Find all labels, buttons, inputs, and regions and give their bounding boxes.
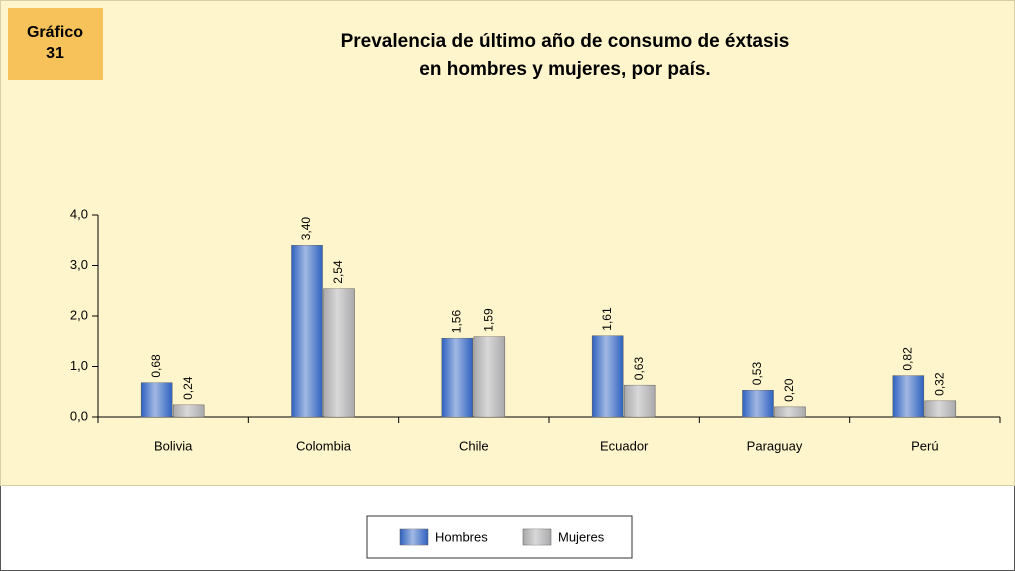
y-tick-label: 3,0 [70,257,88,272]
legend-label: Mujeres [558,529,605,544]
y-tick-label: 4,0 [70,206,88,221]
legend-swatch-highlight [400,529,428,545]
x-tick-label: Perú [911,438,938,453]
bar-highlight [441,338,473,417]
bar-highlight [742,390,774,417]
x-tick-label: Colombia [296,438,352,453]
x-tick-label: Ecuador [600,438,649,453]
y-tick-label: 0,0 [70,408,88,423]
x-tick-label: Paraguay [747,438,803,453]
data-label: 0,20 [782,378,796,402]
bar-highlight [774,406,806,417]
chart-title: Prevalencia de último año de consumo de … [341,31,790,52]
data-label: 0,82 [901,347,915,371]
legend-swatch-highlight [523,529,551,545]
x-tick-label: Bolivia [154,438,193,453]
data-label: 0,24 [181,376,195,400]
data-label: 1,56 [450,310,464,334]
badge-text: Gráfico [27,24,83,41]
data-label: 0,53 [750,362,764,386]
bar-highlight [291,245,323,417]
chart-title: en hombres y mujeres, por país. [419,59,710,80]
bar-highlight [624,385,656,417]
bar-highlight [173,404,205,417]
data-label: 1,61 [600,307,614,331]
x-tick-label: Chile [459,438,489,453]
data-label: 0,68 [149,354,163,378]
y-tick-label: 1,0 [70,358,88,373]
bar-highlight [892,375,924,417]
badge-text: 31 [46,45,64,62]
bar-highlight [473,336,505,417]
data-label: 3,40 [299,217,313,241]
bar-highlight [323,288,355,417]
bar-highlight [924,400,956,417]
bar-highlight [592,335,624,417]
badge-box [8,8,103,80]
data-label: 0,63 [632,357,646,381]
data-label: 0,32 [933,372,947,396]
legend-label: Hombres [435,529,488,544]
data-label: 2,54 [331,260,345,284]
bar-highlight [141,382,173,417]
y-tick-label: 2,0 [70,307,88,322]
data-label: 1,59 [482,308,496,332]
